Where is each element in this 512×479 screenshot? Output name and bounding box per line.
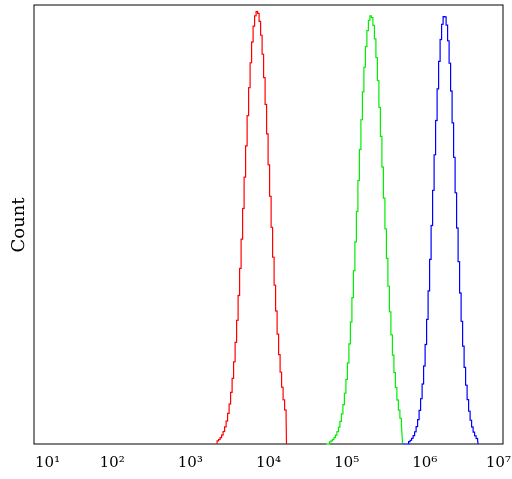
x-tick-label: 10⁴ [256, 453, 281, 471]
x-tick-label: 10⁵ [334, 453, 359, 471]
histogram-series-1 [216, 10, 288, 445]
histogram-series-2 [326, 15, 404, 445]
x-tick-label: 10⁶ [412, 453, 437, 471]
x-axis-ticks: 10¹ 10² 10³ 10⁴ 10⁵ 10⁶ 10⁷ [35, 453, 511, 471]
x-tick-label: 10² [100, 453, 125, 471]
x-tick-label: 10³ [178, 453, 203, 471]
histogram-curves [216, 10, 479, 445]
histogram-series-3 [402, 16, 479, 445]
x-tick-label: 10¹ [35, 453, 60, 471]
y-axis-label: Count [8, 197, 29, 253]
plot-frame [33, 4, 504, 445]
x-tick-label: 10⁷ [486, 453, 511, 471]
